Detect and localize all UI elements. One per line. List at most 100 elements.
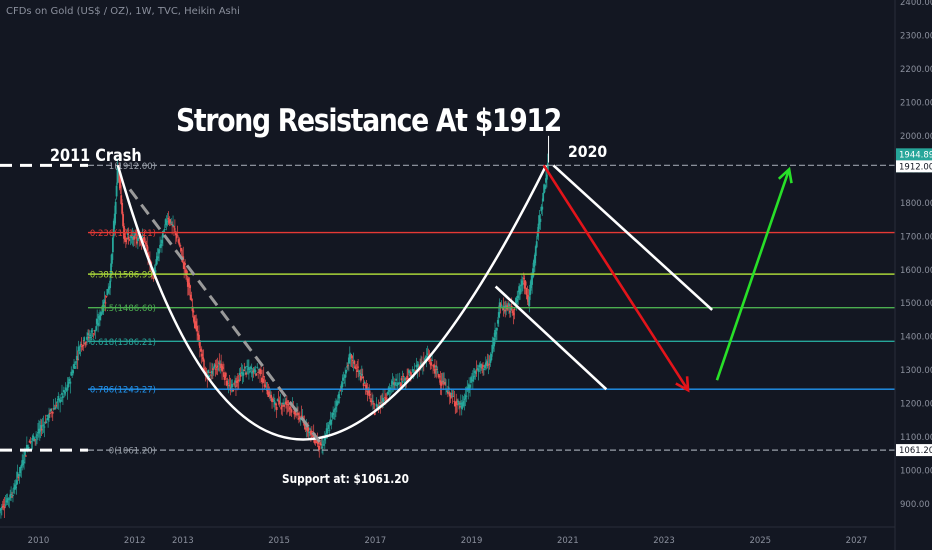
candle-body xyxy=(430,362,433,366)
candle-body xyxy=(372,400,374,402)
candle-body xyxy=(48,413,50,418)
candle-body xyxy=(99,315,101,321)
candle-body xyxy=(109,280,112,289)
candle-body xyxy=(190,298,193,301)
candle-body xyxy=(357,366,360,368)
time-axis[interactable]: 2010 2012 2013 2015 2017 2019 2021 2023 2025 2027 xyxy=(0,526,895,546)
candle-body xyxy=(327,424,330,429)
candle-body xyxy=(129,236,132,238)
candle-body xyxy=(420,362,422,366)
candle-body xyxy=(486,363,489,366)
candle-body xyxy=(279,402,282,404)
candle-body xyxy=(100,312,103,314)
candle-body xyxy=(49,412,51,414)
candle-body xyxy=(463,398,466,401)
candle-body xyxy=(297,412,299,415)
candle-body xyxy=(521,283,524,285)
candle-body xyxy=(458,402,460,405)
fib-level-label: 0.5(1486.60) xyxy=(101,304,156,314)
candle-body xyxy=(215,367,218,369)
candle-body xyxy=(294,410,297,415)
candle-body xyxy=(45,421,48,424)
candle-body xyxy=(372,403,375,405)
candle-body xyxy=(353,360,356,365)
candle-body xyxy=(260,369,262,375)
support-badge-bg xyxy=(896,444,932,457)
candle-body xyxy=(316,440,319,444)
candle-body xyxy=(87,333,89,336)
candle-body xyxy=(89,336,92,338)
candle-body xyxy=(326,428,329,434)
candle-body xyxy=(114,201,117,215)
candle-body xyxy=(285,403,288,405)
candle-body xyxy=(494,329,496,337)
candle-body xyxy=(504,309,507,312)
candle-body xyxy=(545,178,547,183)
candle-body xyxy=(415,364,418,368)
candle-body xyxy=(38,428,41,432)
candle-body xyxy=(198,340,201,348)
candle-body xyxy=(9,494,12,499)
candle-body xyxy=(392,383,395,385)
candle-body xyxy=(195,321,198,330)
candle-body xyxy=(499,303,502,307)
candle-body xyxy=(497,312,500,318)
candle-body xyxy=(61,392,63,395)
candle-body xyxy=(216,365,219,368)
candle-body xyxy=(199,348,202,352)
candle-body xyxy=(30,440,33,442)
candle-body xyxy=(251,371,254,374)
candle-body xyxy=(19,466,22,473)
candle-body xyxy=(5,500,8,503)
drawings-layer xyxy=(116,135,793,447)
candle-body xyxy=(246,365,248,367)
candle-body xyxy=(393,382,396,385)
candle-body xyxy=(134,232,137,237)
candle-body xyxy=(474,371,477,374)
candle-body xyxy=(433,365,435,368)
candle-body xyxy=(267,393,270,398)
candle-body xyxy=(142,237,145,241)
candle-body xyxy=(545,174,548,180)
candle-body xyxy=(347,365,349,367)
candle-body xyxy=(382,397,384,403)
candle-body xyxy=(362,383,365,387)
crash-annotation: 2011 Crash xyxy=(50,146,142,166)
candle-body xyxy=(218,362,221,364)
candle-body xyxy=(517,295,520,299)
candle-body xyxy=(400,378,403,381)
candle-body xyxy=(247,368,249,370)
candle-body xyxy=(401,380,404,383)
candle-body xyxy=(242,372,245,376)
candle-body xyxy=(465,395,468,397)
candle-body xyxy=(266,389,269,395)
candle-body xyxy=(124,239,127,243)
candle-body xyxy=(155,259,158,265)
candle-body xyxy=(508,303,510,307)
candle-body xyxy=(230,386,233,388)
candle-body xyxy=(125,238,128,240)
candle-body xyxy=(68,379,71,382)
candle-body xyxy=(103,299,106,303)
candle-body xyxy=(472,375,475,380)
candle-body xyxy=(159,244,161,249)
candle-body xyxy=(270,394,273,399)
candle-body xyxy=(235,380,238,383)
candle-body xyxy=(542,192,545,202)
price-tick-label: 1500.00 xyxy=(900,299,932,309)
candle-body xyxy=(446,390,448,392)
candle-body xyxy=(390,385,393,387)
candle-body xyxy=(76,358,79,360)
candle-body xyxy=(325,428,328,434)
candle-body xyxy=(124,235,126,241)
candle-body xyxy=(512,312,515,316)
candle-body xyxy=(90,330,93,333)
candle-body xyxy=(154,270,157,273)
candle-body xyxy=(332,412,335,415)
candle-body xyxy=(436,371,439,373)
symbol-title[interactable]: CFDs on Gold (US$ / OZ), 1W, TVC, Heikin… xyxy=(6,6,240,17)
candle-body xyxy=(24,449,26,456)
candle-body xyxy=(495,331,497,335)
candle-body xyxy=(179,245,182,247)
candle-body xyxy=(528,296,531,307)
